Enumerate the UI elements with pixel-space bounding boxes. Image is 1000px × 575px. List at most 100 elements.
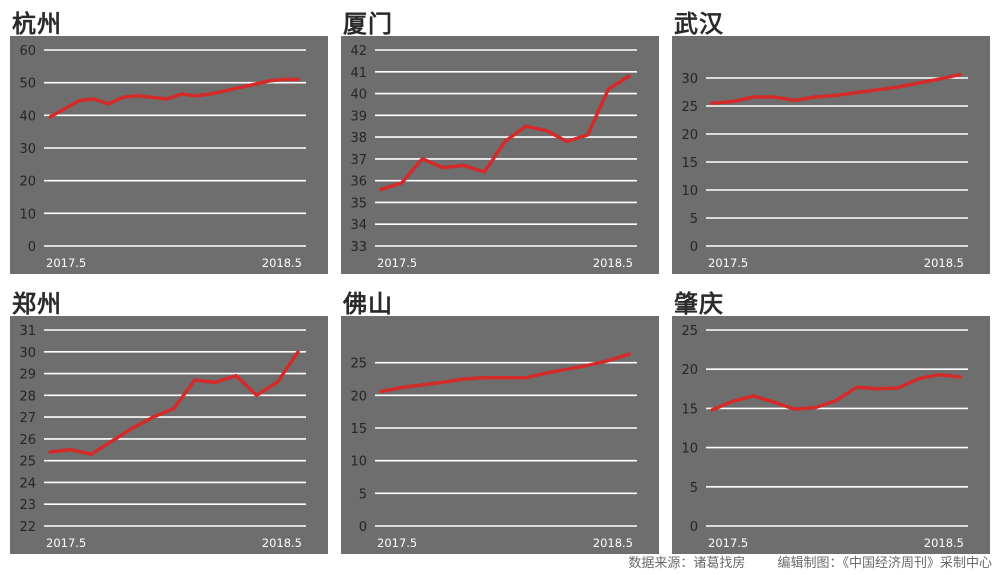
y-tick-label: 42 xyxy=(350,44,367,59)
data-point xyxy=(855,91,858,94)
y-tick-label: 5 xyxy=(690,481,698,496)
data-point xyxy=(793,99,796,102)
y-tick-label: 30 xyxy=(19,142,36,157)
data-point xyxy=(876,88,879,91)
data-point xyxy=(545,129,548,132)
y-tick-label: 5 xyxy=(690,212,698,227)
data-point xyxy=(483,171,486,173)
y-tick-label: 39 xyxy=(350,109,367,124)
line-chart: 0 10 20 30 40 50 60 2017.5 2018.5 xyxy=(10,36,328,274)
data-point xyxy=(504,376,506,379)
y-tick-label: 24 xyxy=(19,476,36,491)
y-tick-label: 25 xyxy=(350,357,367,372)
plot-background xyxy=(341,36,659,274)
x-tick-label: 2017.5 xyxy=(377,256,417,270)
y-tick-label: 36 xyxy=(350,175,367,190)
data-point xyxy=(938,373,941,376)
plot-background xyxy=(10,36,328,274)
data-point xyxy=(49,451,51,453)
y-tick-label: 41 xyxy=(350,66,367,81)
chart-title: 佛山 xyxy=(343,290,393,318)
data-point xyxy=(255,394,258,397)
line-chart: 33 34 35 36 37 38 39 40 41 42 2017.5 2018.5 xyxy=(341,36,659,274)
x-tick-label: 2017.5 xyxy=(46,256,86,270)
data-point xyxy=(214,381,217,384)
data-point xyxy=(731,400,734,403)
y-tick-label: 20 xyxy=(350,389,367,404)
data-point xyxy=(209,93,212,95)
chart-title: 杭州 xyxy=(12,10,62,38)
data-point xyxy=(107,103,110,105)
x-tick-label: 2018.5 xyxy=(262,536,302,550)
y-tick-label: 26 xyxy=(19,433,36,448)
y-tick-label: 22 xyxy=(19,520,36,535)
data-point xyxy=(297,350,299,353)
chart-panel-wuhan: 武汉 0 5 10 15 20 25 30 2017.5 2018.5 xyxy=(672,4,990,274)
y-tick-label: 30 xyxy=(19,346,36,361)
chart-title: 郑州 xyxy=(12,290,62,318)
y-tick-label: 10 xyxy=(350,455,367,470)
chart-panel-hangzhou: 杭州 0 10 20 30 40 50 60 2017.5 2018.5 xyxy=(10,4,328,274)
chart-panel-zhengzhou: 郑州 22 23 24 25 26 27 28 29 30 31 2017.5 2018.5 xyxy=(10,284,328,554)
data-point xyxy=(545,372,548,374)
y-tick-label: 25 xyxy=(19,455,36,470)
data-point xyxy=(711,409,713,411)
y-tick-label: 29 xyxy=(19,368,36,383)
data-point xyxy=(814,96,817,98)
data-point xyxy=(195,94,197,97)
x-tick-label: 2018.5 xyxy=(593,256,633,270)
data-point xyxy=(504,140,506,143)
data-point xyxy=(524,125,527,128)
data-point xyxy=(876,388,879,390)
y-tick-label: 37 xyxy=(350,153,367,168)
data-point xyxy=(917,377,920,380)
data-point xyxy=(400,182,403,184)
data-point xyxy=(297,78,299,81)
data-point xyxy=(711,102,713,104)
x-tick-label: 2017.5 xyxy=(46,536,86,550)
y-tick-label: 50 xyxy=(19,77,36,92)
y-tick-label: 10 xyxy=(681,442,698,457)
data-point xyxy=(235,374,237,377)
x-tick-label: 2018.5 xyxy=(924,536,964,550)
data-point xyxy=(773,401,775,403)
y-tick-label: 15 xyxy=(681,402,698,417)
chart-panel-zhaoqing: 肇庆 0 5 10 15 20 25 2017.5 2018.5 xyxy=(672,284,990,554)
y-tick-label: 25 xyxy=(681,100,698,115)
editor-credit-note: 编辑制图：《中国经济周刊》采制中心 xyxy=(777,556,992,571)
data-point xyxy=(282,78,285,81)
chart-panel-foshan: 佛山 0 5 10 15 20 25 2017.5 2018.5 xyxy=(341,284,659,554)
data-point xyxy=(421,384,424,386)
data-point xyxy=(835,399,837,402)
line-chart: 0 5 10 15 20 25 2017.5 2018.5 xyxy=(672,316,990,554)
y-tick-label: 0 xyxy=(690,520,698,535)
data-point xyxy=(380,188,382,191)
data-point xyxy=(224,90,226,92)
data-point xyxy=(253,83,256,86)
x-tick-label: 2017.5 xyxy=(377,536,417,550)
y-tick-label: 15 xyxy=(350,422,367,437)
y-tick-label: 25 xyxy=(681,324,698,339)
series-line xyxy=(48,77,300,119)
data-point xyxy=(462,378,465,380)
data-point xyxy=(773,96,775,98)
data-point xyxy=(483,376,486,379)
data-point xyxy=(855,386,858,389)
data-point xyxy=(69,448,72,451)
data-point xyxy=(92,98,95,100)
y-tick-label: 31 xyxy=(19,324,36,339)
data-point xyxy=(442,381,444,384)
data-point xyxy=(897,387,899,389)
data-point xyxy=(959,376,961,378)
data-point xyxy=(400,386,403,389)
data-point xyxy=(151,96,153,99)
plot-background xyxy=(10,316,328,554)
data-point xyxy=(731,100,734,103)
y-tick-label: 23 xyxy=(19,498,36,513)
y-tick-label: 20 xyxy=(681,363,698,378)
data-point xyxy=(628,75,630,77)
y-tick-label: 20 xyxy=(19,175,36,190)
data-point xyxy=(380,390,382,393)
data-point xyxy=(165,98,168,100)
y-tick-label: 40 xyxy=(19,109,36,124)
